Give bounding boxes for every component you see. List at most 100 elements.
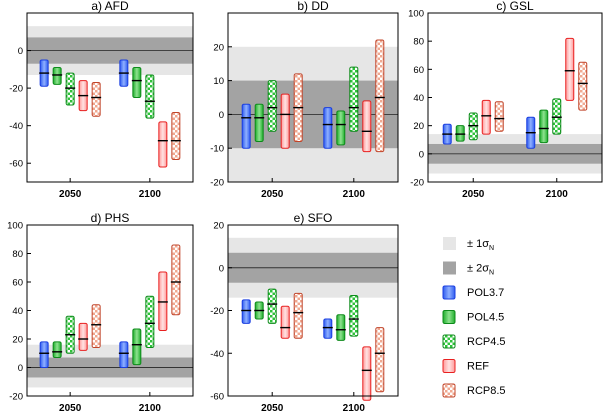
plot-frame <box>26 12 194 183</box>
legend-swatch <box>442 334 456 349</box>
x-tick-label: 2050 <box>261 403 284 414</box>
x-tick-label: 2100 <box>139 403 162 414</box>
bar-pol3.7-2100 <box>323 107 333 149</box>
y-tick-label: 40 <box>413 93 424 104</box>
y-tick-label: 0 <box>18 363 23 374</box>
legend-item-ref: REF <box>442 359 489 373</box>
bar-ref-2050 <box>280 93 290 149</box>
bar-rcp4.5-2100 <box>349 295 359 337</box>
y-tick-label: 80 <box>12 249 23 260</box>
legend-item-rcp8.5: RCP8.5 <box>442 383 506 398</box>
legend-label: POL4.5 <box>467 312 504 324</box>
y-tick-label: -20 <box>9 392 23 403</box>
legend-item-pol4.5: POL4.5 <box>442 310 504 324</box>
bar-rcp8.5-2050 <box>91 304 101 349</box>
bar-rcp4.5-2100 <box>145 295 155 349</box>
bar-pol4.5-2100 <box>132 66 142 99</box>
y-tick-label: 80 <box>413 37 424 48</box>
bar-pol3.7-2050 <box>241 103 251 149</box>
legend-label: RCP8.5 <box>467 385 506 397</box>
bar-pol4.5-2100 <box>336 314 346 341</box>
bar-ref-2050 <box>481 99 491 135</box>
x-tick-label: 2050 <box>462 189 485 200</box>
bar-rcp4.5-2050 <box>65 72 75 106</box>
bar-pol4.5-2050 <box>455 125 465 142</box>
legend-label: ± 2σN <box>467 263 494 277</box>
y-tick-label: 0 <box>18 46 23 57</box>
panel-c: -20 0 20 40 60 80 100 2050 2100 c) GSL <box>408 0 603 200</box>
x-tick-label: 2100 <box>546 189 569 200</box>
y-tick-label: 0 <box>419 149 424 160</box>
bar-ref-2100 <box>565 37 575 101</box>
y-tick-label: 0 <box>219 263 224 274</box>
panel-a: -60 -40 -20 0 2050 2100 a) AFD <box>9 0 194 200</box>
bar-ref-2100 <box>362 100 372 153</box>
y-tick-label: -20 <box>9 84 23 95</box>
y-tick-label: 40 <box>12 306 23 317</box>
bar-ref-2050 <box>78 322 88 351</box>
y-tick-label: 20 <box>213 42 224 53</box>
x-tick-label: 2100 <box>343 403 366 414</box>
bar-rcp4.5-2050 <box>468 112 478 141</box>
y-tick-label: 100 <box>7 221 23 232</box>
y-tick-label: 60 <box>12 278 23 289</box>
bar-ref-2100 <box>158 121 168 168</box>
bar-rcp4.5-2050 <box>267 80 277 132</box>
x-tick-label: 2050 <box>59 403 82 414</box>
legend-label: RCP4.5 <box>467 336 506 348</box>
bar-pol4.5-2050 <box>52 341 62 359</box>
legend-swatch <box>443 261 456 275</box>
bar-rcp8.5-2050 <box>293 292 303 339</box>
plot-frame <box>227 12 399 183</box>
y-tick-label: 10 <box>213 76 224 87</box>
bar-rcp8.5-2050 <box>494 101 504 132</box>
bar-rcp8.5-2100 <box>375 39 385 153</box>
y-tick-label: 20 <box>12 335 23 346</box>
y-tick-label: -60 <box>210 392 224 403</box>
panel-e: -60 -40 -20 0 20 2050 2100 e) SFO <box>210 211 399 414</box>
legend: ± 1σN ± 2σN POL3.7 POL4.5 RCP4.5 REF RCP8.5 <box>442 237 506 398</box>
legend-item-sigma1: ± 1σN <box>443 237 494 252</box>
y-tick-label: 0 <box>219 110 224 121</box>
bar-pol3.7-2100 <box>323 318 333 339</box>
y-tick-label: -20 <box>210 178 224 189</box>
x-tick-label: 2050 <box>261 189 284 200</box>
bar-pol4.5-2100 <box>132 328 142 366</box>
legend-item-rcp4.5: RCP4.5 <box>442 334 506 349</box>
bar-rcp4.5-2100 <box>349 66 359 132</box>
legend-item-sigma2: ± 2σN <box>443 261 494 277</box>
panel-b: -20 -10 0 10 20 2050 2100 b) DD <box>210 0 399 200</box>
bar-rcp8.5-2100 <box>171 244 181 316</box>
y-tick-label: 20 <box>213 221 224 232</box>
panel-title: b) DD <box>297 0 329 13</box>
legend-swatch <box>443 237 456 250</box>
legend-label: POL3.7 <box>467 287 504 299</box>
bar-rcp4.5-2100 <box>552 98 562 135</box>
y-tick-label: -40 <box>9 121 23 132</box>
panel-title: d) PHS <box>91 211 130 225</box>
legend-swatch <box>442 310 456 324</box>
legend-label: REF <box>467 361 489 373</box>
legend-item-pol3.7: POL3.7 <box>442 285 504 300</box>
bar-ref-2050 <box>280 305 290 339</box>
bar-rcp8.5-2050 <box>91 81 101 117</box>
bar-ref-2100 <box>158 271 168 331</box>
x-tick-label: 2100 <box>139 189 162 200</box>
x-tick-label: 2100 <box>343 189 366 200</box>
bar-pol3.7-2050 <box>241 299 251 324</box>
bar-rcp8.5-2100 <box>171 112 181 160</box>
bar-pol4.5-2050 <box>52 66 62 85</box>
legend-swatch <box>442 285 456 300</box>
bar-pol3.7-2050 <box>39 341 49 369</box>
bar-pol4.5-2100 <box>539 109 549 144</box>
panel-title: c) GSL <box>496 0 534 13</box>
panel-title: a) AFD <box>91 0 129 13</box>
panel-title: e) SFO <box>294 211 333 225</box>
bar-pol4.5-2100 <box>336 110 346 146</box>
legend-swatch <box>442 359 456 373</box>
y-tick-label: -60 <box>9 159 23 170</box>
bar-ref-2100 <box>362 346 372 401</box>
bar-pol3.7-2100 <box>119 341 129 369</box>
y-tick-label: 20 <box>413 121 424 132</box>
